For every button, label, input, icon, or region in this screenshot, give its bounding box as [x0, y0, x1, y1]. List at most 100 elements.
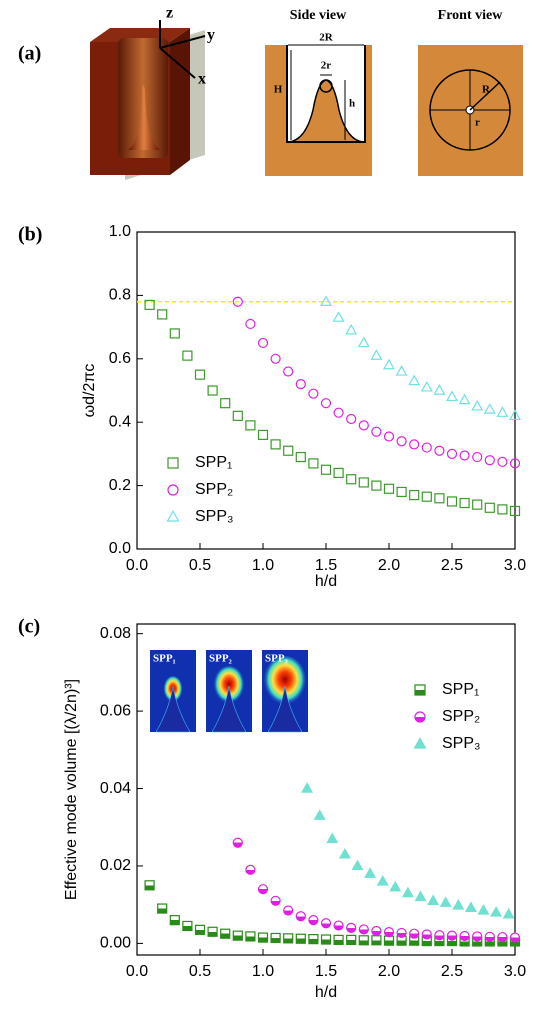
marker: [414, 890, 427, 902]
marker: [502, 907, 515, 919]
marker: [401, 886, 414, 898]
marker: [383, 431, 395, 442]
marker: [345, 323, 358, 335]
marker: [338, 847, 351, 859]
marker: [409, 490, 420, 501]
marker: [370, 349, 383, 360]
y-tick-label: 0.8: [109, 287, 131, 304]
axis-x: [159, 47, 196, 79]
marker: [333, 407, 344, 418]
marker: [295, 933, 306, 944]
marker: [358, 935, 369, 946]
legend-label: SPP₂: [195, 481, 233, 498]
marker: [371, 925, 382, 937]
marker: [283, 366, 294, 377]
marker: [157, 903, 168, 914]
legend-marker: [414, 684, 426, 696]
box-side: [170, 28, 190, 175]
marker: [320, 934, 332, 945]
marker: [452, 899, 465, 910]
legend-label: SPP₁: [195, 454, 232, 471]
marker: [434, 930, 445, 941]
marker: [245, 318, 256, 330]
marker: [320, 398, 332, 409]
y-tick-label: 1.0: [109, 223, 131, 240]
marker: [464, 901, 477, 912]
marker: [483, 403, 496, 414]
dim-label: R: [482, 84, 491, 96]
marker: [346, 934, 357, 946]
marker: [308, 388, 319, 399]
y-tick-label: 0.04: [100, 780, 131, 797]
dim-label: h: [349, 98, 355, 110]
y-tick-label: 0.4: [109, 413, 131, 430]
legend-marker: [167, 484, 179, 496]
marker: [207, 926, 218, 937]
marker: [245, 864, 256, 875]
marker: [283, 905, 294, 916]
marker: [396, 927, 407, 939]
marker: [232, 930, 243, 941]
marker: [351, 859, 364, 871]
box-top: [90, 28, 190, 42]
marker: [497, 932, 508, 943]
marker: [194, 924, 206, 935]
marker: [270, 895, 281, 906]
marker: [332, 311, 345, 322]
marker: [420, 380, 433, 392]
x-tick-label: 1.5: [315, 557, 337, 574]
marker: [396, 486, 407, 498]
marker: [439, 896, 452, 907]
marker: [371, 426, 382, 437]
marker: [427, 894, 440, 906]
marker: [308, 458, 319, 469]
x-axis-label: h/d: [315, 573, 337, 590]
marker: [358, 924, 369, 935]
marker: [308, 915, 319, 926]
marker: [257, 884, 269, 895]
marker: [270, 932, 281, 944]
x-tick-label: 3.0: [504, 963, 526, 980]
x-tick-label: 3.0: [504, 557, 526, 574]
marker: [434, 493, 445, 504]
outline: [286, 45, 366, 143]
marker: [446, 390, 458, 402]
marker: [364, 867, 377, 878]
marker: [157, 309, 168, 320]
marker: [459, 450, 470, 461]
panel-label: (b): [18, 224, 42, 246]
front-view: Front view R r: [418, 8, 523, 176]
x-tick-label: 1.0: [252, 557, 274, 574]
marker: [232, 410, 243, 421]
marker: [301, 782, 314, 793]
legend-marker: [167, 457, 179, 469]
marker: [245, 420, 256, 431]
marker: [245, 931, 256, 942]
y-tick-label: 0.06: [100, 702, 131, 719]
x-tick-label: 2.5: [441, 557, 463, 574]
marker: [283, 445, 294, 456]
x-tick-label: 2.5: [441, 963, 463, 980]
marker: [446, 496, 458, 507]
marker: [358, 420, 369, 431]
marker: [182, 350, 193, 361]
side-view: Side view 2R 2r H h: [265, 8, 372, 176]
x-tick-label: 1.0: [252, 963, 274, 980]
marker: [283, 933, 294, 944]
marker: [270, 439, 281, 450]
marker: [346, 413, 357, 425]
x-tick-label: 2.0: [378, 963, 400, 980]
legend-marker: [166, 510, 180, 522]
marker: [357, 336, 370, 348]
inset-label: SPP₂: [209, 653, 233, 665]
marker: [270, 353, 281, 364]
y-tick-label: 0.0: [109, 540, 131, 557]
panel-label: (c): [18, 616, 40, 638]
marker: [313, 809, 326, 820]
y-tick-label: 0.2: [109, 477, 131, 494]
marker: [458, 393, 471, 405]
marker: [433, 384, 446, 395]
marker: [421, 929, 432, 940]
marker: [371, 480, 382, 491]
